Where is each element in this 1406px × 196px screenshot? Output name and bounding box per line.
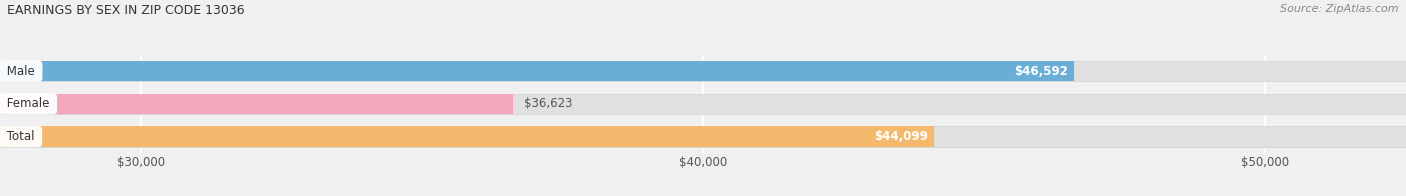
Text: $46,592: $46,592: [1014, 65, 1069, 78]
Text: EARNINGS BY SEX IN ZIP CODE 13036: EARNINGS BY SEX IN ZIP CODE 13036: [7, 4, 245, 17]
Text: $44,099: $44,099: [875, 130, 928, 143]
Text: Source: ZipAtlas.com: Source: ZipAtlas.com: [1281, 4, 1399, 14]
Bar: [0, 61, 1406, 81]
Text: Female: Female: [3, 97, 53, 110]
Bar: [0, 61, 1074, 81]
Bar: [0, 126, 1406, 147]
Text: $36,623: $36,623: [524, 97, 572, 110]
Bar: [0, 94, 1406, 114]
Text: Male: Male: [3, 65, 38, 78]
Bar: [0, 94, 513, 114]
Bar: [0, 126, 934, 147]
Text: Total: Total: [3, 130, 38, 143]
